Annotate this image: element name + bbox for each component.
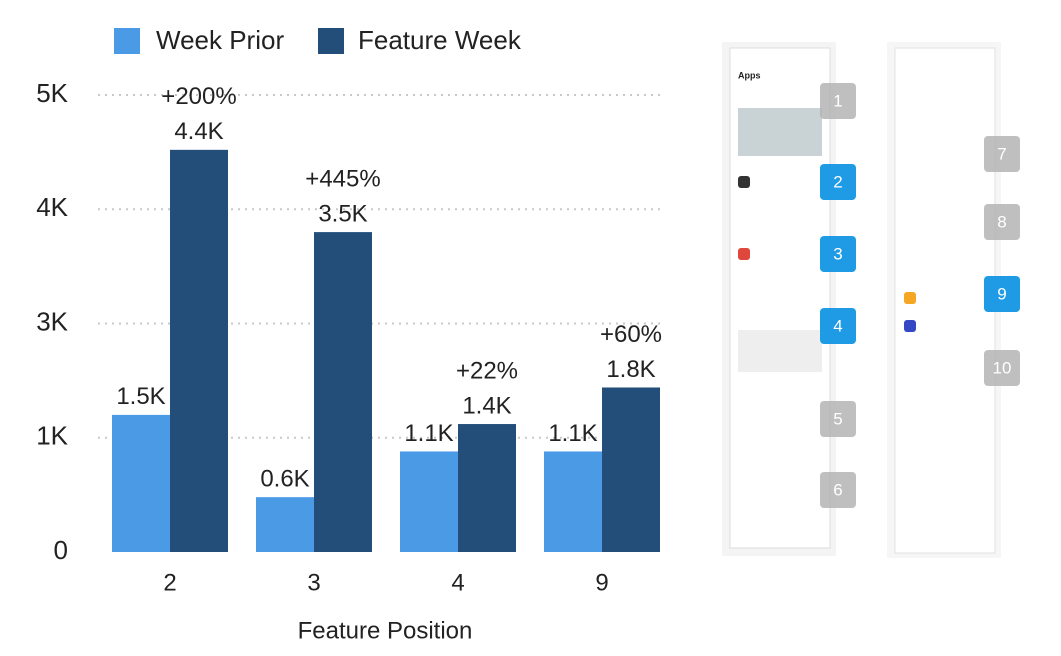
badge-label: 3: [833, 244, 842, 263]
legend-label: Week Prior: [156, 25, 284, 55]
bar: [314, 232, 372, 552]
y-tick-label: 1K: [36, 421, 68, 451]
x-tick-label: 4: [451, 569, 464, 596]
app-icon: [904, 320, 916, 332]
y-tick-label: 3K: [36, 306, 68, 336]
value-label: 4.4K: [174, 118, 223, 145]
phones: Apps: [722, 42, 1001, 558]
x-axis-title: Feature Position: [298, 617, 473, 644]
bar: [112, 414, 170, 552]
screenshot-image: [738, 330, 822, 372]
bar: [400, 451, 458, 552]
value-label: 0.6K: [260, 466, 309, 493]
x-tick-label: 3: [307, 569, 320, 596]
change-label: +200%: [161, 83, 236, 110]
badge: [984, 350, 1020, 386]
value-label: 1.5K: [116, 383, 165, 410]
badge: [820, 236, 856, 272]
badge: [820, 401, 856, 437]
value-label: 1.4K: [462, 392, 511, 419]
badge: [820, 472, 856, 508]
legend-label: Feature Week: [358, 25, 522, 55]
app-icon: [738, 248, 750, 260]
legend-swatch: [318, 28, 344, 54]
change-label: +22%: [456, 357, 518, 384]
x-tick-label: 9: [595, 569, 608, 596]
y-tick-label: 5K: [36, 78, 68, 108]
badge: [984, 136, 1020, 172]
badge-label: 5: [833, 409, 842, 428]
screenshot-image: [738, 108, 822, 156]
badge-label: 8: [997, 212, 1006, 231]
change-label: +60%: [600, 321, 662, 348]
bar: [170, 149, 228, 552]
badge-label: 10: [993, 358, 1012, 377]
bar: [458, 424, 516, 552]
x-tick-label: 2: [163, 569, 176, 596]
value-label: 1.1K: [404, 420, 453, 447]
value-label: 1.1K: [548, 420, 597, 447]
badge: [820, 308, 856, 344]
badge-label: 7: [997, 144, 1006, 163]
badge-label: 2: [833, 172, 842, 191]
badge-label: 6: [833, 480, 842, 499]
bar: [544, 451, 602, 552]
badge-label: 9: [997, 284, 1006, 303]
change-label: +445%: [305, 165, 380, 192]
y-tick-label: 4K: [36, 192, 68, 222]
app-icon: [904, 292, 916, 304]
badge: [984, 204, 1020, 240]
badge: [984, 276, 1020, 312]
badge: [820, 83, 856, 119]
bar: [602, 387, 660, 552]
badge-label: 4: [833, 316, 842, 335]
badge: [820, 164, 856, 200]
value-label: 1.8K: [606, 356, 655, 383]
y-tick-label: 0: [54, 535, 68, 565]
app-icon: [738, 176, 750, 188]
badge-label: 1: [833, 91, 842, 110]
screen-title: Apps: [738, 70, 761, 80]
legend-swatch: [114, 28, 140, 54]
bar: [256, 497, 314, 552]
value-label: 3.5K: [318, 200, 367, 227]
